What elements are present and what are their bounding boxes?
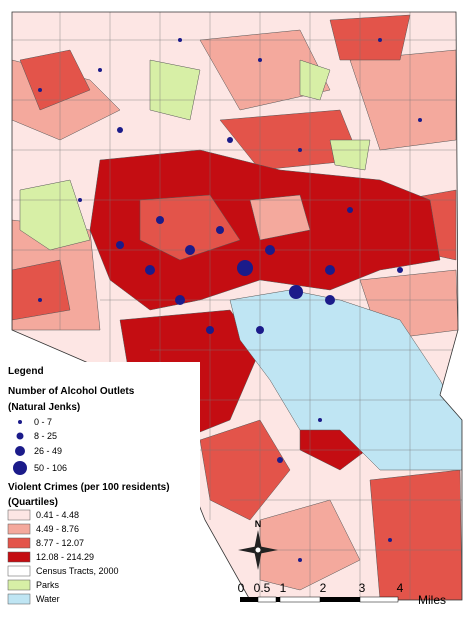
legend-label: 4.49 - 8.76	[36, 524, 79, 534]
legend-label: 8.77 - 12.07	[36, 538, 84, 548]
legend-label: 12.08 - 214.29	[36, 552, 94, 562]
scale-bar: 0 0.5 1 2 3 4 Miles	[238, 581, 446, 607]
scale-label: 4	[397, 581, 404, 595]
legend-swatch	[7, 579, 31, 591]
park	[19, 179, 91, 251]
legend-heading: Violent Crimes (per 100 residents)	[8, 482, 170, 493]
legend-background	[4, 362, 200, 612]
legend-subheading: (Quartiles)	[8, 497, 58, 508]
scale-label: 3	[359, 581, 366, 595]
legend-swatch	[7, 593, 31, 605]
legend-symbol	[13, 461, 27, 475]
legend-symbol	[15, 446, 25, 456]
legend-symbol	[16, 432, 24, 440]
legend-label: 0 - 7	[34, 417, 52, 427]
legend-heading: Number of Alcohol Outlets	[8, 386, 135, 397]
legend-label: Water	[36, 594, 60, 604]
legend-label: 50 - 106	[34, 463, 67, 473]
scale-label: 2	[320, 581, 327, 595]
park	[149, 59, 201, 121]
scale-label: 0.5	[254, 581, 271, 595]
legend-label: 0.41 - 4.48	[36, 510, 79, 520]
legend-swatch	[7, 565, 31, 577]
compass-label: N	[255, 519, 262, 529]
outlet-dots	[38, 38, 422, 562]
legend-subheading: (Natural Jenks)	[8, 402, 80, 413]
legend-label: Parks	[36, 580, 60, 590]
scale-unit: Miles	[418, 593, 446, 607]
legend: Legend Number of Alcohol Outlets (Natura…	[7, 366, 170, 605]
legend-swatch	[7, 523, 31, 535]
scale-label: 0	[238, 581, 245, 595]
legend-swatch	[7, 509, 31, 521]
legend-label: 26 - 49	[34, 446, 62, 456]
legend-label: 8 - 25	[34, 431, 57, 441]
legend-swatch	[7, 551, 31, 563]
scale-label: 1	[280, 581, 287, 595]
legend-swatch	[7, 537, 31, 549]
legend-symbol	[18, 420, 22, 424]
legend-title: Legend	[8, 366, 44, 377]
legend-label: Census Tracts, 2000	[36, 566, 119, 576]
compass: N	[238, 519, 278, 570]
